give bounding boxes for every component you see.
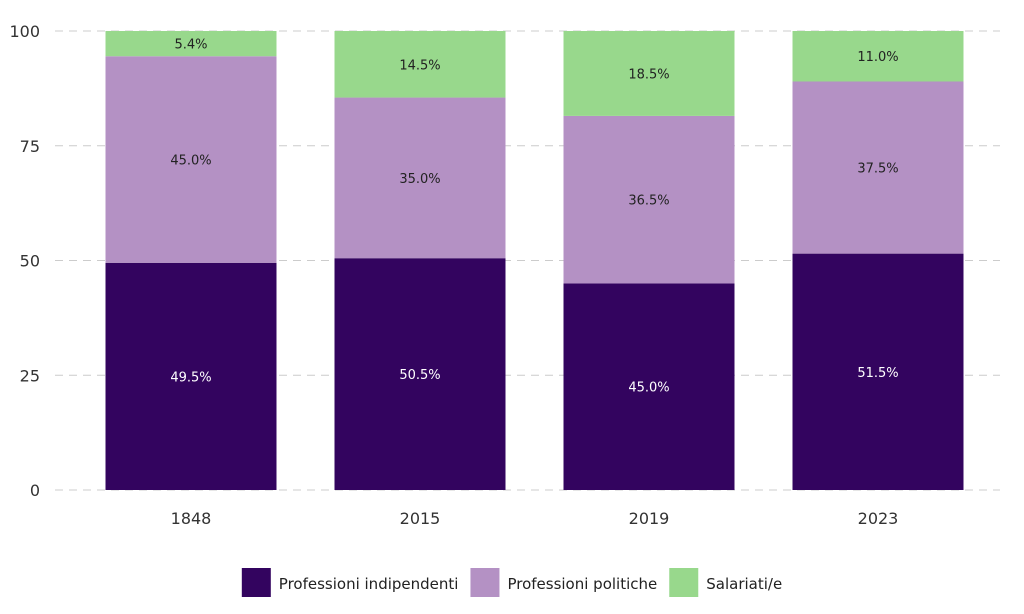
legend-label-2: Professioni politiche [507,575,657,593]
y-tick-label-25: 25 [20,366,40,385]
x-tick-label-2023: 2023 [858,509,899,528]
y-tick-label-50: 50 [20,252,40,271]
x-tick-label-1848: 1848 [171,509,212,528]
bar-2019-segment-1 [563,283,735,490]
legend-label-1: Professioni indipendenti [279,575,459,593]
y-tick-label-100: 100 [9,22,40,41]
y-tick-label-0: 0 [30,481,40,500]
legend-swatch-1 [241,568,271,597]
bar-2023-segment-2 [792,81,964,254]
bar-1848-segment-3 [105,31,277,57]
data-label-2023-segment-1: 51.5% [857,366,898,381]
bar-2023-segment-1 [792,253,964,490]
data-label-2023-segment-3: 11.0% [857,50,898,65]
data-label-2023-segment-2: 37.5% [857,162,898,177]
bar-2023-segment-3 [792,31,964,82]
bar-2015-segment-1 [334,258,506,490]
data-label-1848-segment-1: 49.5% [170,370,211,385]
data-label-1848-segment-3: 5.4% [174,38,207,53]
data-label-2019-segment-2: 36.5% [628,194,669,209]
data-label-2015-segment-3: 14.5% [399,58,440,73]
bar-2019-segment-2 [563,115,735,284]
x-tick-label-2019: 2019 [629,509,670,528]
legend: Professioni indipendenti Professioni poli… [241,568,782,597]
bar-1848-segment-1 [105,262,277,490]
data-label-2015-segment-2: 35.0% [399,172,440,187]
legend-swatch-3 [669,568,699,597]
y-axis: 0 25 50 75 100 [9,22,40,500]
bars [105,31,964,490]
bar-2015-segment-3 [334,31,506,98]
data-label-2019-segment-3: 18.5% [628,67,669,82]
x-axis: 1848 2015 2019 2023 [171,509,899,528]
bar-1848-segment-2 [105,56,277,263]
bar-2015-segment-2 [334,97,506,259]
legend-label-3: Salariati/e [706,575,782,593]
bar-2019-segment-3 [563,31,735,116]
data-label-2019-segment-1: 45.0% [628,381,669,396]
legend-swatch-2 [470,568,500,597]
y-tick-label-75: 75 [20,137,40,156]
x-tick-label-2015: 2015 [400,509,441,528]
data-label-2015-segment-1: 50.5% [399,368,440,383]
data-labels: 49.5% 45.0% 5.4% 50.5% 35.0% 14.5% 45.0% 36.5% 1… [170,38,898,396]
data-label-1848-segment-2: 45.0% [170,154,211,169]
